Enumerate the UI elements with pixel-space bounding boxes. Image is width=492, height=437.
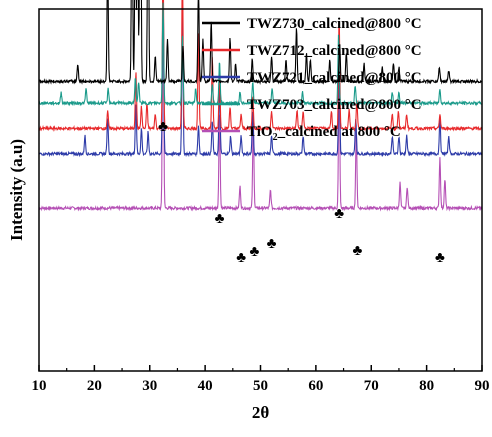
series-line-1 — [38, 0, 483, 132]
legend-entry: TWZ721_calcined@800 °C — [247, 70, 422, 86]
series-line-2 — [38, 0, 483, 158]
plot-frame — [38, 8, 483, 372]
legend-entry: TWZ712_calcined@800 °C — [247, 43, 422, 59]
x-tick-label: 50 — [253, 378, 268, 394]
x-tick-label: 30 — [142, 378, 157, 394]
x-tick-label: 20 — [87, 378, 102, 394]
peak-marker-club: ♣ — [249, 244, 259, 260]
x-tick-label: 60 — [308, 378, 323, 394]
legend-entry: TWZ703_calcined@800 °C — [247, 97, 422, 113]
x-tick-label: 90 — [475, 378, 490, 394]
peak-marker-club: ♣ — [158, 119, 168, 135]
y-axis-title: Intensity (a.u) — [7, 139, 26, 241]
x-tick-label: 10 — [32, 378, 47, 394]
x-axis-title: 2θ — [252, 403, 270, 422]
legend-entry: TWZ730_calcined@800 °C — [247, 16, 422, 32]
peak-marker-club: ♣ — [215, 211, 225, 227]
series-line-0 — [38, 0, 483, 85]
series-line-3 — [38, 2, 483, 107]
x-tick-label: 70 — [364, 378, 379, 394]
x-tick-label: 80 — [419, 378, 434, 394]
legend-entry: TiO2_calcined at 800 °C — [247, 124, 401, 143]
x-tick-label: 40 — [198, 378, 213, 394]
peak-marker-club: ♣ — [435, 250, 445, 266]
peak-marker-club: ♣ — [267, 236, 277, 252]
peak-marker-club: ♣ — [236, 250, 246, 266]
peak-marker-club: ♣ — [352, 243, 362, 259]
peak-marker-club: ♣ — [334, 206, 344, 222]
series-line-4 — [38, 0, 483, 212]
